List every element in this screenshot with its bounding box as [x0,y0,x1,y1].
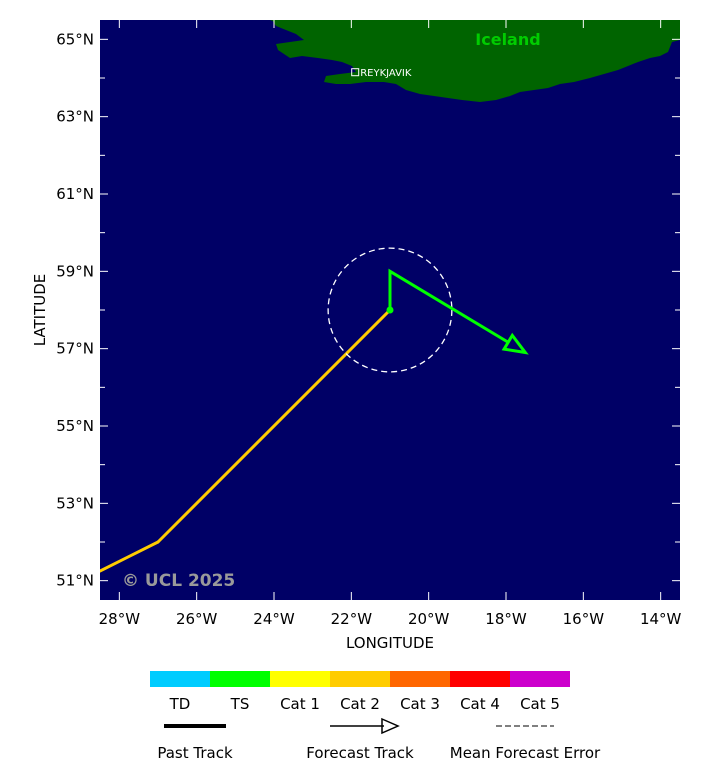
legend-category-label: Cat 2 [340,695,380,713]
reykjavik-marker [351,68,360,77]
legend-swatch [210,671,270,687]
forecast-track-legend-label: Forecast Track [306,744,414,760]
lat-tick-label: 59°N [56,262,94,280]
legend-category-label: Cat 4 [460,695,500,713]
lat-tick-label: 53°N [56,494,94,512]
past-track-segment [156,308,392,544]
legend-category-label: TS [230,695,250,713]
lat-tick-label: 63°N [56,108,94,126]
lon-tick-label: 28°W [99,610,141,628]
lon-tick-label: 26°W [176,610,218,628]
legend-swatch [390,671,450,687]
legend-swatch [150,671,210,687]
forecast-arrowhead [501,332,529,355]
legend-swatch [510,671,570,687]
category-legend: TD TS Cat 1 Cat 2 Cat 3 Cat 4 Cat 5 [150,671,570,713]
axis-tick-labels: 28°W 26°W 24°W 22°W 20°W 18°W 16°W 14°W 51°N 53°N… [56,30,681,628]
legend-category-label: Cat 3 [400,695,440,713]
past-track-segment [100,540,160,573]
reykjavik-label: REYKJAVIK [360,68,412,79]
legend-swatch [330,671,390,687]
lon-tick-label: 18°W [485,610,527,628]
lat-tick-label: 61°N [56,185,94,203]
legend-category-label: TD [169,695,191,713]
forecast-track-legend-arrow [381,717,400,735]
lon-tick-label: 14°W [640,610,682,628]
iceland-label: Iceland [475,30,540,49]
past-track [100,308,392,573]
lon-tick-label: 16°W [563,610,605,628]
track-legend: Past Track Forecast Track Mean Forecast … [157,717,601,760]
iceland-landmass [272,20,680,102]
legend-category-label: Cat 5 [520,695,560,713]
lat-tick-label: 57°N [56,340,94,358]
lon-tick-label: 24°W [253,610,295,628]
lat-tick-label: 65°N [56,30,94,48]
axis-ticks [100,20,680,600]
past-track-legend-label: Past Track [157,744,233,760]
lat-tick-label: 55°N [56,417,94,435]
legend-swatch [450,671,510,687]
lon-tick-label: 20°W [408,610,450,628]
lon-tick-label: 22°W [331,610,373,628]
legend-category-label: Cat 1 [280,695,320,713]
copyright-watermark: © UCL 2025 [122,571,235,591]
y-axis-title: LATITUDE [31,274,49,347]
current-position-marker [386,306,394,314]
x-axis-title: LONGITUDE [346,634,434,652]
mean-error-legend-label: Mean Forecast Error [450,744,601,760]
forecast-track-line [388,268,509,344]
iceland-northwest-coast [270,20,300,24]
legend-swatch [270,671,330,687]
lat-tick-label: 51°N [56,572,94,590]
